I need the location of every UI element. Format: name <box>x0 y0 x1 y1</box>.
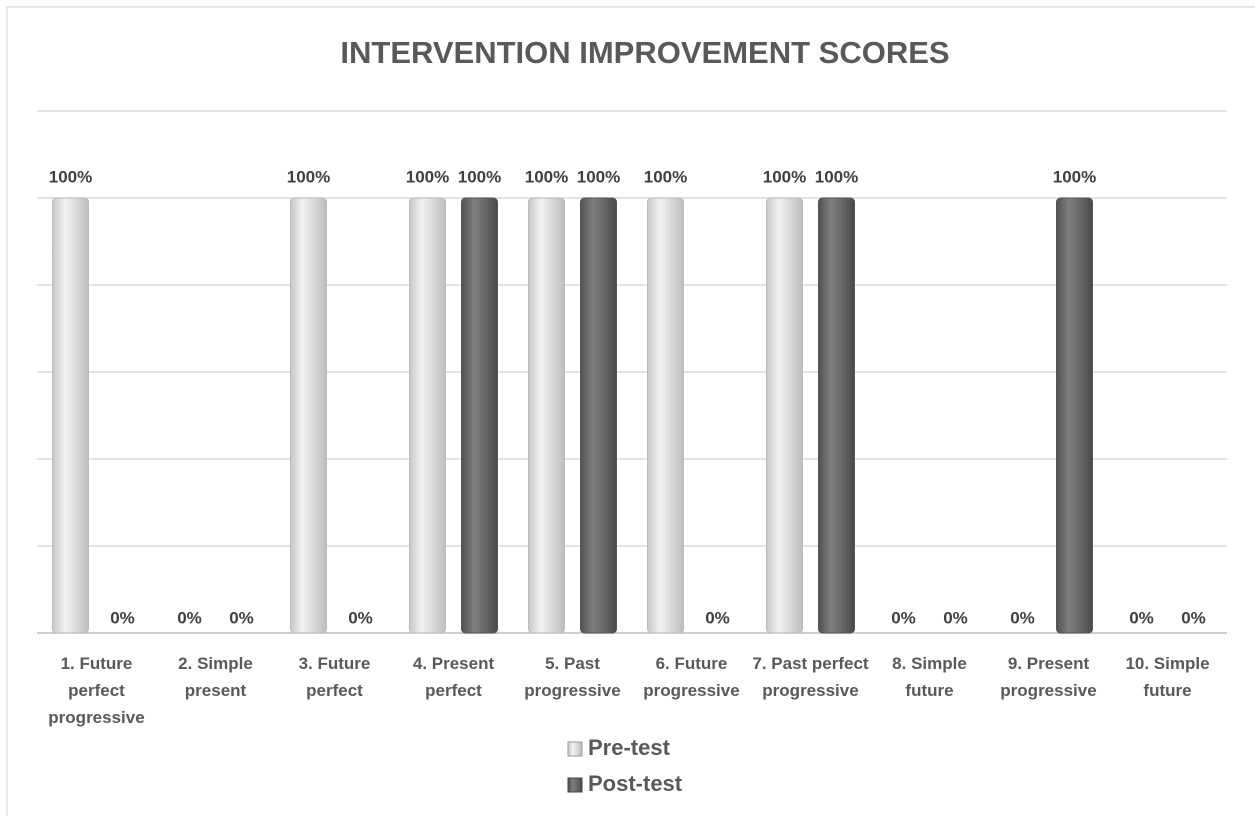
data-label: 100% <box>763 167 806 186</box>
legend-label: Pre-test <box>588 735 671 760</box>
bar <box>766 197 803 634</box>
bar <box>580 197 617 634</box>
x-tick-label: 10. Simple future <box>1125 654 1210 700</box>
x-tick-label: 3. Future perfect <box>298 654 371 700</box>
data-label: 0% <box>1010 608 1035 627</box>
x-tick-label: 6. Future progressive <box>643 654 740 700</box>
x-tick-label: 7. Past perfect progressive <box>752 654 869 700</box>
bar <box>290 197 327 634</box>
legend-label: Post-test <box>588 771 683 796</box>
bar <box>409 197 446 634</box>
x-tick-label: 4. Present perfect <box>412 654 495 700</box>
data-label: 100% <box>1053 167 1096 186</box>
data-label: 0% <box>229 608 254 627</box>
bar <box>461 197 498 634</box>
bar <box>647 197 684 634</box>
legend-swatch <box>567 777 583 793</box>
chart-title: INTERVENTION IMPROVEMENT SCORES <box>340 35 949 70</box>
data-label: 0% <box>705 608 730 627</box>
x-tick-label: 2. Simple present <box>178 654 253 700</box>
data-label: 100% <box>49 167 92 186</box>
data-label: 0% <box>891 608 916 627</box>
data-label: 0% <box>177 608 202 627</box>
legend-swatch <box>567 741 583 757</box>
data-label: 100% <box>287 167 330 186</box>
data-label: 0% <box>1181 608 1206 627</box>
bar <box>818 197 855 634</box>
data-label: 100% <box>525 167 568 186</box>
chart-frame <box>6 6 1255 816</box>
data-label: 100% <box>458 167 501 186</box>
data-label: 0% <box>110 608 135 627</box>
data-label: 100% <box>644 167 687 186</box>
bar <box>52 197 89 634</box>
x-tick-label: 1. Future perfect progressive <box>48 654 145 727</box>
x-tick-label: 9. Present progressive <box>1000 654 1097 700</box>
data-label: 100% <box>406 167 449 186</box>
bar <box>1056 197 1093 634</box>
x-tick-label: 8. Simple future <box>892 654 967 700</box>
data-label: 0% <box>348 608 373 627</box>
data-label: 100% <box>815 167 858 186</box>
data-label: 0% <box>1129 608 1154 627</box>
bar <box>528 197 565 634</box>
data-label: 0% <box>943 608 968 627</box>
data-label: 100% <box>577 167 620 186</box>
x-tick-label: 5. Past progressive <box>524 654 621 700</box>
